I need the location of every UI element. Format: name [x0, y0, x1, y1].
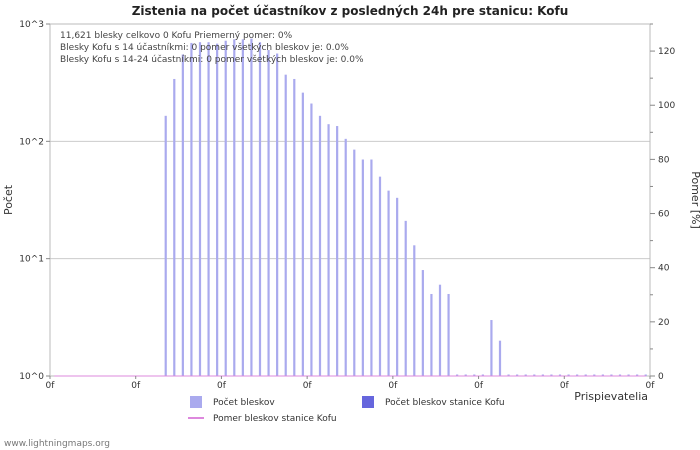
- bar: [550, 374, 553, 376]
- right-tick-label: 0: [658, 372, 664, 382]
- bar: [378, 176, 382, 376]
- x-tick-label: 0f: [131, 381, 141, 391]
- bar: [413, 245, 416, 376]
- bar: [481, 374, 484, 376]
- right-axis-ticks: 0 20 40 60 80 100 120: [650, 23, 675, 382]
- right-tick-label: 120: [658, 47, 675, 57]
- bars: [54, 38, 647, 377]
- x-tick-label: 0f: [46, 381, 56, 391]
- bar: [456, 374, 459, 376]
- bar: [344, 138, 347, 376]
- bar: [584, 374, 587, 376]
- bar: [258, 42, 262, 377]
- x-tick-label: 0f: [474, 381, 484, 391]
- left-tick-label: 10^1: [19, 255, 44, 265]
- legend-label-station-count: Počet bleskov stanice Kofu: [385, 397, 505, 408]
- bar: [387, 190, 390, 376]
- bar: [567, 374, 570, 376]
- bar: [267, 50, 270, 376]
- bar: [593, 374, 596, 376]
- x-tick-label: 0f: [217, 381, 227, 391]
- x-axis-ticks: 0f 0f 0f 0f 0f 0f 0f 0f: [46, 376, 656, 391]
- legend-label-ratio: Pomer bleskov stanice Kofu: [213, 414, 337, 424]
- bar: [430, 293, 433, 376]
- bar: [276, 53, 279, 377]
- bar: [241, 39, 244, 377]
- bar: [190, 42, 193, 376]
- right-tick-label: 60: [658, 210, 670, 220]
- bar: [516, 374, 519, 376]
- bar: [610, 374, 613, 376]
- bar: [233, 39, 236, 377]
- x-tick-label: 0f: [388, 381, 398, 391]
- x-tick-label: 0f: [303, 381, 313, 391]
- bar: [327, 124, 330, 376]
- y-axis-label-right: Pomer [%]: [689, 171, 700, 229]
- bar: [284, 74, 287, 376]
- bar: [207, 42, 210, 377]
- left-tick-label: 10^3: [19, 20, 44, 30]
- bar: [181, 54, 184, 377]
- bar: [164, 115, 167, 376]
- bar: [404, 220, 407, 376]
- bar: [318, 115, 322, 376]
- bar: [464, 374, 467, 376]
- bar: [644, 374, 647, 376]
- bar: [601, 374, 604, 376]
- source-link[interactable]: www.lightningmaps.org: [4, 439, 110, 449]
- bar: [618, 374, 622, 376]
- bar: [541, 374, 544, 376]
- bar: [438, 284, 442, 376]
- x-tick-label: 0f: [646, 381, 656, 391]
- legend-swatch-count: [190, 396, 202, 408]
- legend-label-count: Počet bleskov: [213, 397, 275, 408]
- bar: [636, 374, 639, 376]
- bar: [224, 40, 227, 377]
- bar: [396, 197, 399, 376]
- bar: [336, 126, 339, 376]
- bar: [473, 374, 476, 376]
- bar: [250, 38, 253, 376]
- bar: [353, 149, 356, 376]
- chart-title: Zistenia na počet účastníkov z poslednýc…: [132, 4, 569, 18]
- x-tick-label: 0f: [560, 381, 570, 391]
- right-tick-label: 40: [658, 264, 670, 274]
- bar: [370, 159, 373, 376]
- bar: [576, 374, 579, 376]
- bar: [627, 374, 630, 376]
- bar: [498, 340, 502, 376]
- left-tick-label: 10^2: [19, 137, 44, 147]
- right-tick-label: 20: [658, 318, 670, 328]
- left-axis-ticks: 10^0 10^1 10^2 10^3: [19, 20, 50, 382]
- bar: [216, 43, 219, 377]
- bar: [421, 270, 424, 376]
- annotation-line-3: Blesky Kofu s 14-24 účastníkmi: 0 pomer …: [60, 54, 364, 65]
- x-axis-label: Prispievatelia: [574, 390, 648, 403]
- right-tick-label: 80: [658, 155, 670, 165]
- grid: [50, 140, 650, 260]
- bar: [301, 92, 304, 376]
- bar: [310, 103, 313, 376]
- plot-frame: [49, 23, 651, 377]
- bar: [198, 42, 202, 377]
- annotation-line-2: Blesky Kofu s 14 účastníkmi: 0 pomer vše…: [60, 42, 349, 53]
- bar: [558, 374, 562, 376]
- bar: [361, 159, 364, 376]
- bar: [490, 320, 493, 376]
- annotation-line-1: 11,621 blesky celkovo 0 Kofu Priemerný p…: [60, 31, 293, 41]
- bar: [173, 78, 176, 376]
- left-tick-label: 10^0: [19, 372, 44, 382]
- bar: [447, 293, 450, 376]
- right-tick-label: 100: [658, 101, 675, 111]
- bar: [524, 374, 527, 376]
- bar: [507, 374, 510, 376]
- bar: [533, 374, 536, 376]
- y-axis-label-left: Počet: [2, 184, 15, 215]
- bar: [293, 78, 296, 376]
- legend-swatch-station-count: [362, 396, 374, 408]
